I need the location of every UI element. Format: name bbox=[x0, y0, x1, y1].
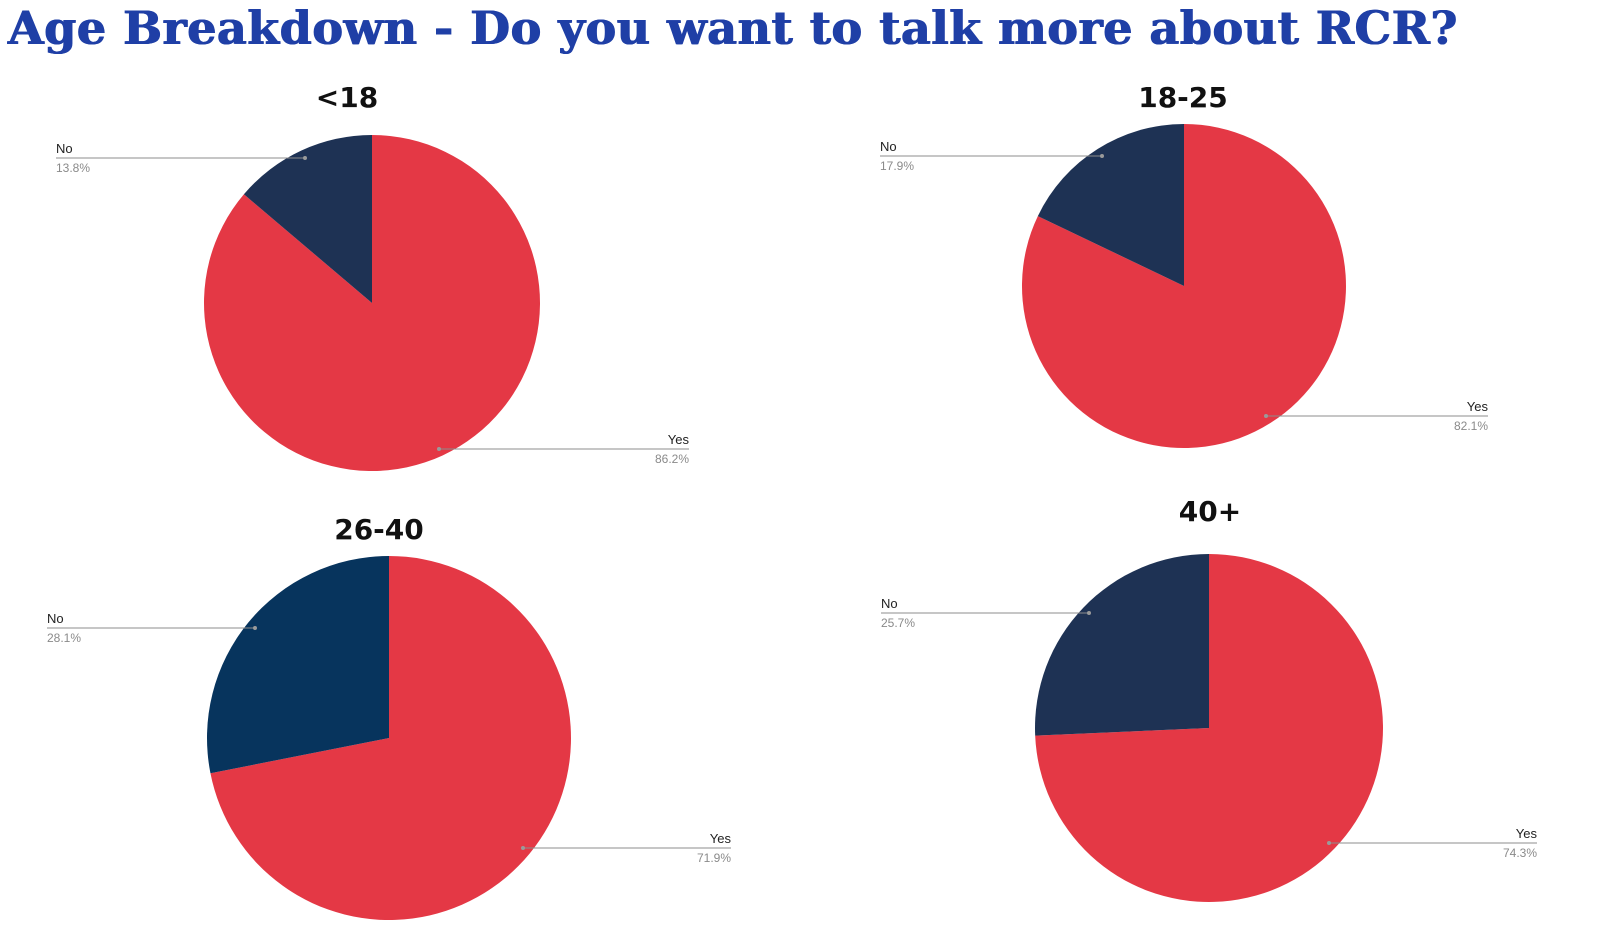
yes-percent-label: 82.1% bbox=[1454, 419, 1488, 433]
pie-slice-no bbox=[1037, 124, 1184, 286]
yes-leader-dot bbox=[521, 846, 525, 850]
pie-chart-4: 40+ No 25.7% Yes 74.3% bbox=[881, 495, 1537, 902]
pie-chart-3: 26-40 No 28.1% Yes 71.9% bbox=[47, 513, 732, 921]
chart-title: 26-40 bbox=[334, 513, 424, 546]
pie-slice-yes bbox=[1021, 124, 1346, 448]
pie-slice-no bbox=[243, 135, 372, 303]
no-leader-dot bbox=[303, 156, 307, 160]
no-leader-dot bbox=[1100, 154, 1104, 158]
pie-slice-no bbox=[1035, 554, 1209, 736]
no-label: No bbox=[56, 141, 73, 156]
yes-label: Yes bbox=[668, 432, 690, 447]
pie-slice-yes bbox=[1035, 553, 1384, 902]
no-label: No bbox=[881, 596, 898, 611]
no-percent-label: 25.7% bbox=[881, 616, 915, 630]
yes-leader-dot bbox=[1264, 414, 1268, 418]
no-percent-label: 17.9% bbox=[880, 159, 914, 173]
no-leader-dot bbox=[253, 626, 257, 630]
chart-title: <18 bbox=[316, 81, 378, 114]
pie-slice-no bbox=[206, 556, 389, 774]
pie-slice-yes bbox=[210, 556, 571, 921]
yes-leader-dot bbox=[1327, 841, 1331, 845]
no-leader-dot bbox=[1087, 611, 1091, 615]
pie-chart-2: 18-25 No 17.9% Yes 82.1% bbox=[880, 81, 1488, 448]
yes-percent-label: 74.3% bbox=[1503, 846, 1537, 860]
pie-slice-yes bbox=[203, 135, 540, 471]
pie-chart-1: <18 No 13.8% Yes 86.2% bbox=[56, 81, 689, 471]
no-percent-label: 13.8% bbox=[56, 161, 90, 175]
page-title: Age Breakdown - Do you want to talk more… bbox=[8, 1, 1458, 55]
yes-label: Yes bbox=[1467, 399, 1489, 414]
yes-percent-label: 71.9% bbox=[697, 851, 731, 865]
yes-label: Yes bbox=[1516, 826, 1538, 841]
no-label: No bbox=[880, 139, 897, 154]
yes-percent-label: 86.2% bbox=[655, 452, 689, 466]
chart-title: 18-25 bbox=[1138, 81, 1228, 114]
no-percent-label: 28.1% bbox=[47, 631, 81, 645]
chart-title: 40+ bbox=[1179, 495, 1241, 528]
yes-leader-dot bbox=[437, 447, 441, 451]
no-label: No bbox=[47, 611, 64, 626]
yes-label: Yes bbox=[710, 831, 732, 846]
